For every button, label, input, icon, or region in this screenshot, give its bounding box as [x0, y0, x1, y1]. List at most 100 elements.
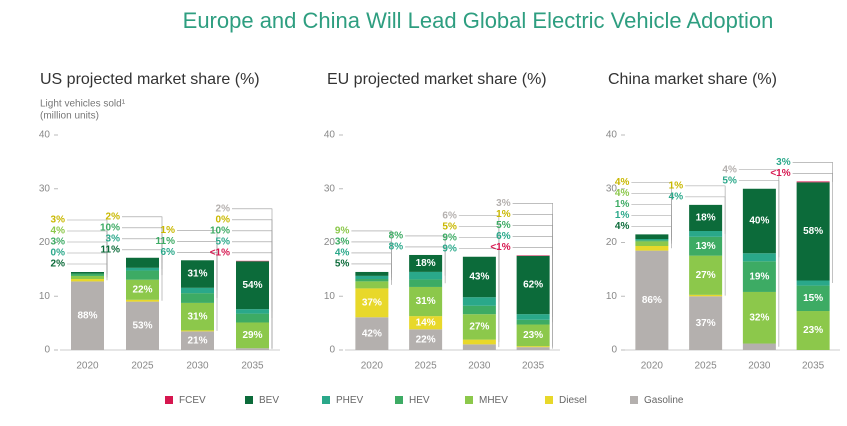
value-label: 1%: [161, 225, 176, 236]
bar-segment: [71, 272, 104, 274]
bar-segment: [635, 240, 669, 242]
bar-segment: [635, 250, 669, 350]
value-label: 21%: [187, 335, 207, 346]
x-tick-label: 2030: [468, 361, 491, 372]
x-tick-label: 2025: [695, 361, 718, 372]
x-tick-label: 2035: [241, 361, 264, 372]
bar-segment: [689, 255, 723, 295]
value-label: 1%: [669, 181, 684, 192]
legend-label: Diesel: [559, 395, 587, 406]
value-label: 4%: [615, 177, 630, 188]
value-label: 6%: [161, 247, 176, 258]
bar-segment: [462, 305, 496, 315]
value-label: 31%: [187, 311, 207, 322]
leader-line: [351, 263, 392, 274]
value-label: 40%: [749, 216, 769, 227]
x-tick-label: 2030: [186, 361, 209, 372]
bar-segment: [355, 275, 389, 279]
value-label: 37%: [696, 318, 716, 329]
y-tick-label: 20: [324, 237, 336, 248]
y-tick-label: 20: [39, 237, 51, 248]
value-label: 6%: [442, 210, 457, 221]
y-tick-label: 10: [39, 291, 51, 302]
legend-swatch: [465, 396, 473, 404]
value-label: 4%: [722, 164, 737, 175]
value-label: 4%: [615, 221, 630, 232]
bar-segment: [516, 346, 550, 348]
value-label: 31%: [187, 269, 207, 280]
bar-segment: [126, 267, 159, 271]
value-label: 2%: [51, 259, 66, 270]
leader-line: [738, 180, 780, 258]
bar-segment: [516, 255, 550, 315]
panel-title: EU projected market share (%): [327, 71, 547, 88]
leader-line: [685, 185, 726, 296]
value-label: 27%: [469, 322, 489, 333]
legend-swatch: [630, 396, 638, 404]
bar-segment: [516, 324, 550, 347]
value-label: 0%: [216, 214, 231, 225]
leader-line: [177, 251, 218, 291]
panel-title: China market share (%): [608, 71, 777, 88]
y-axis-label: Light vehicles sold¹: [40, 99, 126, 110]
bar-segment: [462, 339, 496, 345]
bar-segment: [796, 181, 830, 183]
legend-label: BEV: [259, 395, 279, 406]
legend-swatch: [545, 396, 553, 404]
y-tick-label: 40: [324, 130, 336, 141]
bar-segment: [742, 291, 776, 344]
y-tick-label: 40: [39, 130, 51, 141]
y-axis-label: (million units): [40, 111, 99, 122]
y-tick-label: 10: [606, 291, 618, 302]
value-label: 2%: [216, 203, 231, 214]
panel-title: US projected market share (%): [40, 71, 260, 88]
value-label: 31%: [416, 296, 436, 307]
x-tick-label: 2020: [641, 361, 664, 372]
bar-segment: [126, 257, 159, 268]
bar-segment: [236, 261, 269, 310]
bar-segment: [689, 236, 723, 256]
value-label: <1%: [210, 247, 230, 258]
legend-swatch: [245, 396, 253, 404]
x-tick-label: 2025: [415, 361, 438, 372]
value-label: 6%: [496, 231, 511, 242]
bar-segment: [355, 288, 389, 318]
value-label: 29%: [242, 330, 262, 341]
leader-line: [458, 248, 500, 302]
bar-segment: [71, 275, 104, 280]
bar-segment: [181, 302, 214, 331]
value-label: 11%: [101, 244, 121, 255]
value-label: 3%: [335, 237, 350, 248]
bar-segment: [236, 322, 269, 349]
bar-segment: [126, 270, 159, 280]
bar-segment: [181, 260, 214, 288]
bar-segment: [355, 271, 389, 276]
bar-segment: [742, 343, 776, 350]
bar-segment: [409, 271, 443, 280]
value-label: 1%: [496, 209, 511, 220]
value-label: 19%: [749, 271, 769, 282]
y-tick-label: 30: [324, 183, 336, 194]
value-label: 18%: [696, 213, 716, 224]
leader-line: [631, 226, 672, 237]
leader-line: [67, 263, 108, 273]
bar-segment: [796, 280, 830, 286]
value-label: 11%: [156, 236, 176, 247]
bar-segment: [796, 311, 830, 350]
leader-line: [738, 169, 780, 347]
bar-segment: [126, 299, 159, 302]
bar-segment: [516, 314, 550, 320]
leader-line: [685, 196, 726, 234]
chart-title: Europe and China Will Lead Global Electr…: [183, 8, 774, 33]
value-label: 1%: [615, 210, 630, 221]
value-label: 4%: [669, 192, 684, 203]
y-tick-label: 40: [606, 130, 618, 141]
bar-segment: [516, 347, 550, 350]
x-tick-label: 2020: [361, 361, 384, 372]
value-label: 88%: [77, 310, 97, 321]
bar-segment: [355, 281, 389, 289]
value-label: 18%: [416, 258, 436, 269]
bar-segment: [409, 286, 443, 317]
bar-segment: [71, 281, 104, 350]
bar-segment: [71, 279, 104, 282]
